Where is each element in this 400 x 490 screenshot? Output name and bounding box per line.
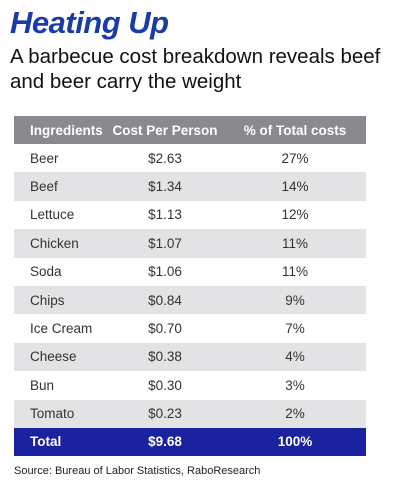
table-row: Tomato $0.23 2% bbox=[14, 399, 366, 428]
ingredient-cell: Beef bbox=[30, 179, 58, 195]
source-note: Source: Bureau of Labor Statistics, Rabo… bbox=[14, 465, 261, 477]
cost-cell: $0.23 bbox=[148, 406, 182, 422]
ingredient-cell: Chips bbox=[30, 292, 65, 308]
column-header-percent-of-total: % of Total costs bbox=[243, 122, 347, 138]
cost-cell: $0.84 bbox=[148, 292, 182, 308]
ingredient-cell: Chicken bbox=[30, 235, 79, 251]
ingredient-cell: Ice Cream bbox=[30, 321, 93, 337]
column-header-cost-per-person: Cost Per Person bbox=[112, 122, 218, 138]
table-row: Chicken $1.07 11% bbox=[14, 229, 366, 258]
table-body: Beer $2.63 27% Beef $1.34 14% Lettuce $1.13 12% C… bbox=[14, 144, 366, 428]
percent-cell: 11% bbox=[281, 235, 309, 251]
ingredient-cell: Lettuce bbox=[30, 207, 75, 223]
percent-cell: 7% bbox=[285, 321, 305, 337]
cost-cell: $0.70 bbox=[148, 321, 182, 337]
table-row: Lettuce $1.13 12% bbox=[14, 201, 366, 229]
percent-cell: 2% bbox=[285, 406, 305, 422]
cost-table: Ingredients Cost Per Person % of Total c… bbox=[14, 116, 366, 456]
cost-cell: $0.30 bbox=[148, 377, 182, 393]
cost-cell: $1.07 bbox=[148, 235, 182, 251]
table-row: Soda $1.06 11% bbox=[14, 258, 366, 286]
cost-cell: $1.34 bbox=[148, 179, 182, 195]
percent-cell: 14% bbox=[281, 179, 309, 195]
percent-cell: 3% bbox=[285, 377, 305, 393]
total-label: Total bbox=[30, 434, 62, 450]
table-row: Beer $2.63 27% bbox=[14, 144, 366, 172]
ingredient-cell: Bun bbox=[30, 377, 55, 393]
percent-cell: 4% bbox=[285, 349, 305, 365]
chart-title: Heating Up bbox=[10, 5, 169, 40]
table-total-row: Total $9.68 100% bbox=[14, 427, 366, 456]
ingredient-cell: Beer bbox=[30, 150, 59, 166]
percent-cell: 11% bbox=[281, 264, 309, 280]
total-cost: $9.68 bbox=[148, 434, 182, 450]
percent-cell: 27% bbox=[281, 150, 309, 166]
table-row: Cheese $0.38 4% bbox=[14, 342, 366, 372]
ingredient-cell: Tomato bbox=[30, 406, 75, 422]
ingredient-cell: Soda bbox=[30, 264, 62, 280]
cost-cell: $0.38 bbox=[148, 349, 182, 365]
percent-cell: 12% bbox=[281, 207, 309, 223]
cost-cell: $1.06 bbox=[148, 264, 182, 280]
table-row: Chips $0.84 9% bbox=[14, 285, 366, 315]
table-row: Ice Cream $0.70 7% bbox=[14, 314, 366, 342]
table-row: Bun $0.30 3% bbox=[14, 371, 366, 399]
ingredient-cell: Cheese bbox=[30, 349, 77, 365]
chart-subtitle: A barbecue cost breakdown reveals beef a… bbox=[10, 45, 381, 93]
table-header-row: Ingredients Cost Per Person % of Total c… bbox=[14, 116, 366, 144]
table-row: Beef $1.34 14% bbox=[14, 172, 366, 201]
percent-cell: 9% bbox=[285, 292, 305, 308]
cost-cell: $1.13 bbox=[148, 207, 182, 223]
cost-cell: $2.63 bbox=[148, 150, 182, 166]
total-percent: 100% bbox=[277, 434, 313, 450]
column-header-ingredients: Ingredients bbox=[30, 122, 103, 138]
